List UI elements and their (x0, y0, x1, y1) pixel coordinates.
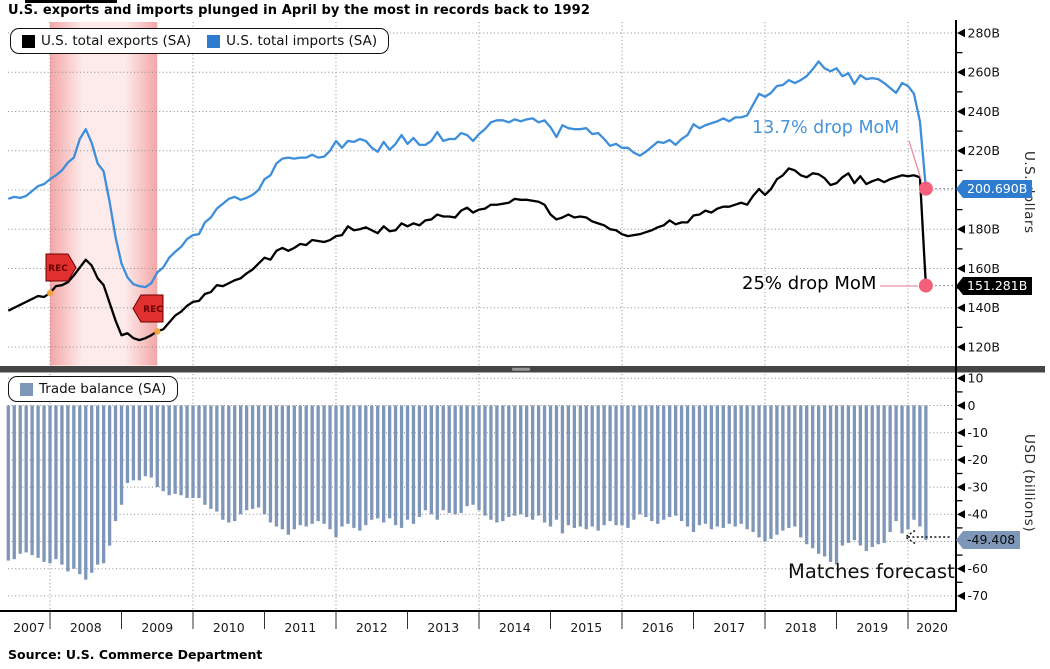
svg-text:2011: 2011 (284, 620, 316, 635)
svg-text:240B: 240B (968, 104, 1000, 119)
annotation-imports-drop: 13.7% drop MoM (752, 118, 900, 138)
svg-text:2017: 2017 (713, 620, 745, 635)
recession-markers: REC REC (45, 253, 164, 323)
svg-text:2018: 2018 (785, 620, 817, 635)
recession-boundary-dots (46, 289, 161, 335)
axes (0, 20, 957, 612)
exports-last-value-tag: 151.281B (963, 276, 1033, 295)
balance-last-value-tag: -49.408 (963, 531, 1021, 549)
svg-text:0: 0 (968, 398, 976, 413)
svg-text:180B: 180B (968, 222, 1000, 237)
svg-text:2009: 2009 (141, 620, 173, 635)
legend-label-exports: U.S. total exports (SA) (41, 33, 192, 49)
y-axis-ticks: 280B260B240B220B200B180B160B140B120B100-… (957, 25, 1000, 603)
svg-text:-10: -10 (968, 425, 988, 440)
svg-text:2007: 2007 (13, 620, 45, 635)
bottom-legend: Trade balance (SA) (8, 376, 179, 402)
legend-item-exports[interactable]: U.S. total exports (SA) (22, 33, 191, 49)
svg-text:-40: -40 (968, 507, 988, 522)
annotation-matches-forecast: Matches forecast (788, 560, 955, 583)
svg-text:2015: 2015 (570, 620, 602, 635)
svg-text:10: 10 (968, 371, 984, 386)
x-axis: 2007 2008 2009 2010 2011 2012 2013 2014 2015 2016… (13, 612, 948, 635)
svg-text:-30: -30 (968, 479, 988, 494)
svg-text:220B: 220B (968, 143, 1000, 158)
imports-line (7, 60, 928, 289)
svg-text:2014: 2014 (499, 620, 531, 635)
svg-text:REC: REC (143, 305, 163, 315)
exports-line (7, 167, 928, 342)
legend-label-trade-balance: Trade balance (SA) (39, 381, 167, 397)
svg-text:2019: 2019 (856, 620, 888, 635)
legend-item-imports[interactable]: U.S. total imports (SA) (207, 33, 377, 49)
page-title: U.S. exports and imports plunged in Apri… (8, 3, 590, 18)
imports-last-value-tag: 200.690B (963, 179, 1033, 198)
svg-text:2020: 2020 (916, 620, 948, 635)
top-legend: U.S. total exports (SA) U.S. total impor… (10, 28, 390, 54)
cropped-header-fragment (25, 0, 117, 3)
exports-swatch-icon (22, 34, 35, 48)
svg-text:140B: 140B (968, 300, 1000, 315)
svg-text:-70: -70 (968, 588, 988, 603)
series-end-dots (918, 181, 933, 293)
svg-text:2010: 2010 (213, 620, 245, 635)
bottom-axis-title: USD (billions) (1021, 434, 1037, 533)
svg-text:-60: -60 (968, 561, 988, 576)
svg-text:260B: 260B (968, 65, 1000, 80)
svg-text:160B: 160B (968, 261, 1000, 276)
annotation-leaders (880, 140, 954, 287)
svg-text:280B: 280B (968, 25, 1000, 40)
trade-balance-bars (6, 405, 928, 580)
svg-text:-20: -20 (968, 452, 988, 467)
forecast-cursor-arrow (904, 529, 952, 545)
annotation-exports-drop: 25% drop MoM (742, 273, 877, 294)
legend-label-imports: U.S. total imports (SA) (226, 33, 378, 49)
legend-item-trade-balance[interactable]: Trade balance (SA) (20, 381, 166, 397)
svg-text:2008: 2008 (70, 620, 102, 635)
svg-text:2013: 2013 (427, 620, 459, 635)
panel-splitter[interactable] (0, 366, 1045, 373)
svg-text:2016: 2016 (642, 620, 674, 635)
imports-swatch-icon (207, 34, 221, 48)
source-credit: Source: U.S. Commerce Department (8, 647, 263, 662)
svg-text:2012: 2012 (356, 620, 388, 635)
trade-balance-swatch-icon (20, 382, 33, 396)
svg-text:120B: 120B (968, 339, 1000, 354)
svg-text:REC: REC (48, 264, 68, 274)
